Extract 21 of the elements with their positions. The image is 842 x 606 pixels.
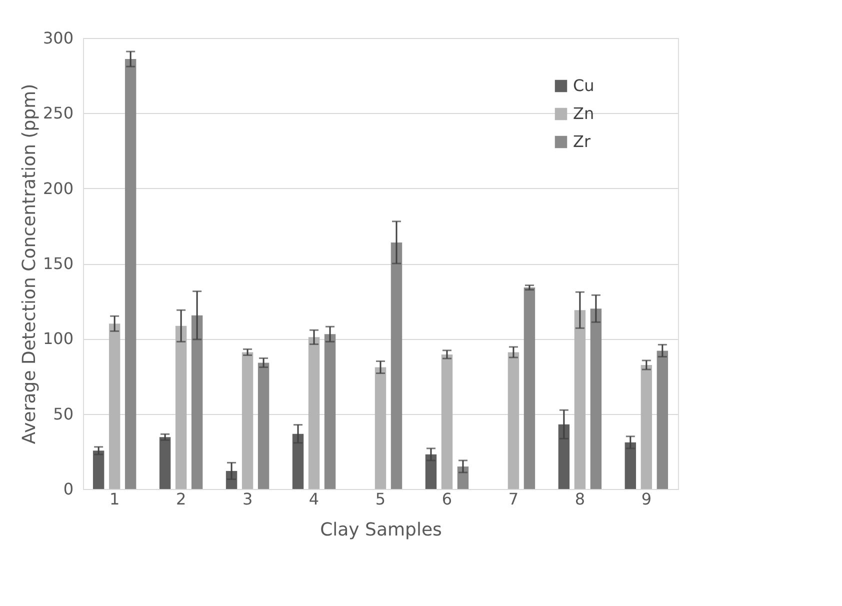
x-tick-label: 7 xyxy=(508,490,519,508)
y-tick-label: 250 xyxy=(42,104,74,123)
x-tick-label: 5 xyxy=(375,490,386,508)
legend-label: Zn xyxy=(573,104,594,123)
y-tick-label: 300 xyxy=(42,28,74,48)
legend-label: Cu xyxy=(573,76,594,95)
y-tick-label: 100 xyxy=(42,329,74,348)
x-axis-title: Clay Samples xyxy=(320,520,442,540)
x-tick-label: 2 xyxy=(176,490,186,508)
y-tick-label: 0 xyxy=(63,480,74,498)
x-tick-label: 8 xyxy=(574,490,586,508)
legend-label: Zr xyxy=(573,132,591,151)
x-tick-label: 9 xyxy=(641,490,652,508)
x-tick-label: 3 xyxy=(242,490,253,508)
x-tick-label: 4 xyxy=(308,490,320,508)
y-axis-title: Average Detection Concentration (ppm) xyxy=(18,84,40,444)
x-tick-label: 1 xyxy=(109,490,120,508)
x-tick-label: 6 xyxy=(442,490,452,508)
y-tick-label: 150 xyxy=(42,254,74,273)
y-tick-label: 200 xyxy=(42,178,74,198)
y-tick-label: 50 xyxy=(53,404,74,424)
